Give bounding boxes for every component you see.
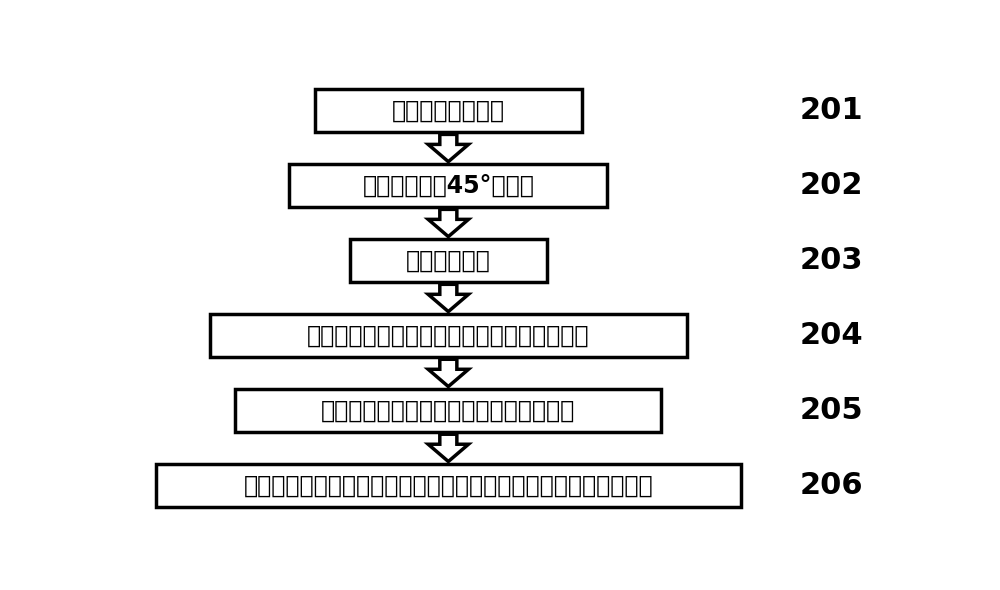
- Text: 样品消光位和45°位确定: 样品消光位和45°位确定: [362, 173, 534, 198]
- FancyBboxPatch shape: [210, 314, 687, 357]
- Text: 201: 201: [799, 96, 863, 125]
- FancyBboxPatch shape: [350, 239, 547, 282]
- Polygon shape: [428, 434, 468, 461]
- Polygon shape: [428, 284, 468, 312]
- Polygon shape: [428, 135, 468, 162]
- Text: 202: 202: [799, 171, 863, 200]
- Text: 203: 203: [799, 246, 863, 275]
- Text: 205: 205: [799, 396, 863, 425]
- Text: 白光光源与光程差增补模块联合完成位相补偿: 白光光源与光程差增补模块联合完成位相补偿: [307, 323, 590, 348]
- Polygon shape: [428, 209, 468, 237]
- Polygon shape: [428, 359, 468, 386]
- Text: 206: 206: [799, 471, 863, 500]
- FancyBboxPatch shape: [235, 389, 661, 432]
- FancyBboxPatch shape: [156, 464, 741, 507]
- FancyBboxPatch shape: [315, 89, 582, 132]
- Text: 204: 204: [799, 321, 863, 350]
- Text: 原位厚度测量: 原位厚度测量: [406, 248, 491, 273]
- FancyBboxPatch shape: [289, 164, 607, 207]
- Text: 综合位相补偿与光谱干涉数据完成不同波长光程差和双折射率换算: 综合位相补偿与光谱干涉数据完成不同波长光程差和双折射率换算: [244, 473, 653, 497]
- Text: 正交偏光光路校正: 正交偏光光路校正: [392, 99, 505, 123]
- Text: 宽波段光谱灯与光谱仪联合完成光谱干涉: 宽波段光谱灯与光谱仪联合完成光谱干涉: [321, 398, 575, 422]
